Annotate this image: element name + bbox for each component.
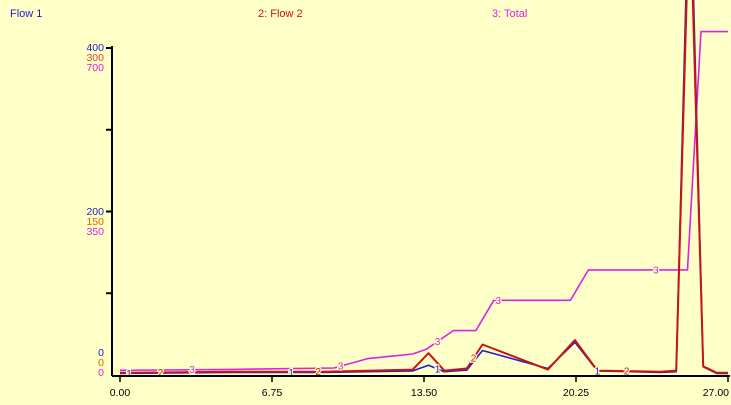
legend: Flow 1 2: Flow 2 3: Total — [10, 8, 527, 20]
legend-item-1: Flow 1 — [10, 8, 42, 20]
x-tick-label: 27.00 — [703, 387, 729, 399]
y-axis-labels: 400 200 0 300 150 0 700 350 0 — [86, 42, 104, 379]
y-tick-label: 0 — [98, 367, 104, 379]
x-tick-label: 0.00 — [110, 387, 131, 399]
series-line-flow-2 — [119, 0, 728, 374]
y-tick-label: 700 — [86, 62, 104, 74]
series-marker: 1 — [288, 368, 294, 379]
x-tick-label: 20.25 — [563, 387, 589, 399]
y-tick-label: 150 — [86, 216, 104, 228]
series-marker: 3 — [189, 365, 195, 376]
legend-item-3: 3: Total — [492, 8, 527, 20]
series-marker: 2 — [471, 354, 477, 365]
x-tick-label: 13.50 — [411, 387, 437, 399]
y-tick-label: 0 — [98, 357, 104, 369]
y-tick-label: 300 — [86, 52, 104, 64]
y-tick-label: 350 — [86, 226, 104, 238]
x-axis-tick-labels: 0.00 6.75 13.50 20.25 27.00 — [110, 387, 729, 399]
series-marker: 2 — [158, 368, 164, 379]
y-tick-label: 0 — [98, 347, 104, 359]
series-marker: 3 — [496, 296, 502, 307]
legend-item-2: 2: Flow 2 — [258, 8, 303, 20]
axes — [106, 46, 730, 382]
series-marker: 3 — [338, 362, 344, 373]
series-marker: 2 — [624, 367, 630, 378]
series-marker: 1 — [435, 364, 441, 375]
series-marker: 1 — [595, 366, 601, 377]
y-tick-label: 200 — [86, 206, 104, 218]
series-marker: 1 — [126, 369, 132, 380]
series-marker: 2 — [315, 367, 321, 378]
x-tick-label: 6.75 — [262, 387, 283, 399]
y-tick-label: 400 — [86, 42, 104, 54]
series-marker: 3 — [435, 337, 441, 348]
series-marker: 3 — [653, 265, 659, 276]
series-lines: 1 1 1 1 2 2 2 2 3 3 3 3 3 — [119, 0, 728, 381]
